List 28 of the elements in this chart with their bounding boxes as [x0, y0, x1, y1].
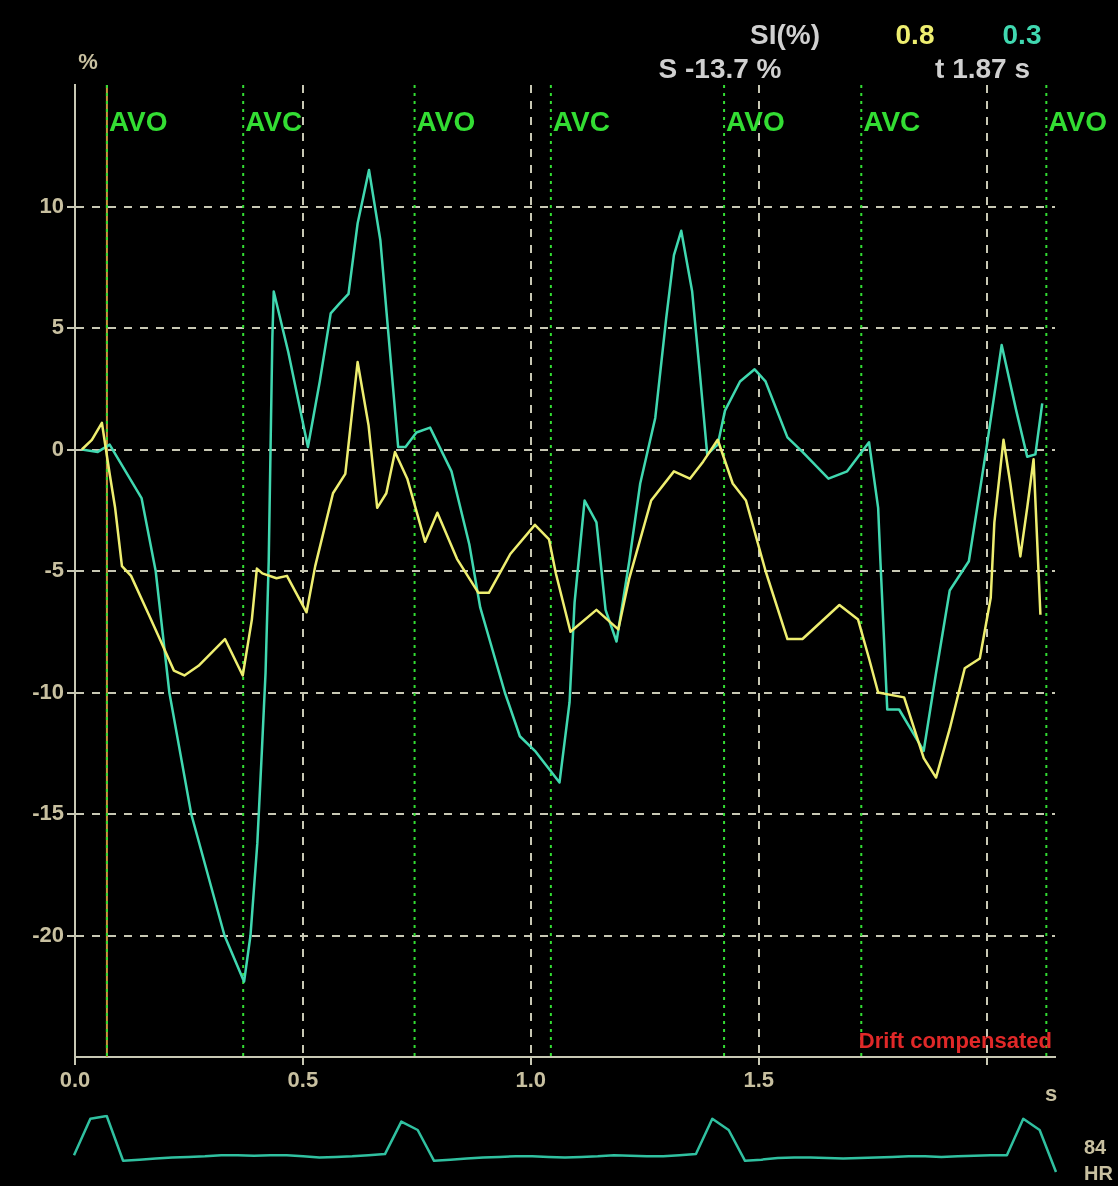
ref-line-label: AVO: [1048, 105, 1107, 137]
y-tick-label: 0: [51, 435, 64, 461]
y-tick-label: -15: [32, 800, 64, 826]
text: t 1.87 s: [935, 52, 1030, 84]
x-tick-label: 1.5: [743, 1067, 775, 1093]
ref-line-label: AVC: [245, 105, 303, 137]
ref-line-label: AVO: [416, 105, 476, 137]
text: 84: [1084, 1135, 1108, 1158]
ref-line-label: AVO: [108, 105, 168, 137]
ref-line-label: AVC: [552, 105, 610, 137]
x-tick-label: 0.0: [59, 1067, 91, 1093]
y-axis-title: %: [78, 49, 98, 75]
text: SI(%): [750, 18, 820, 50]
y-tick-label: -10: [32, 678, 64, 704]
x-tick-label: 1.0: [515, 1067, 547, 1093]
ref-line-label: AVO: [726, 105, 785, 137]
y-tick-label: -5: [44, 557, 64, 583]
y-tick-label: 5: [51, 314, 64, 340]
y-tick-label: 10: [39, 192, 64, 218]
text: 0.8: [895, 18, 935, 50]
y-tick-label: -20: [32, 921, 64, 947]
annotation: Drift compensated: [858, 1028, 1052, 1054]
x-tick-label: 0.5: [287, 1067, 319, 1093]
ref-line-label: AVC: [863, 105, 921, 137]
text: 0.3: [1002, 18, 1042, 50]
text: S -13.7 %: [658, 52, 782, 84]
text: HR: [1084, 1161, 1114, 1184]
x-axis-title: s: [1044, 1081, 1058, 1107]
